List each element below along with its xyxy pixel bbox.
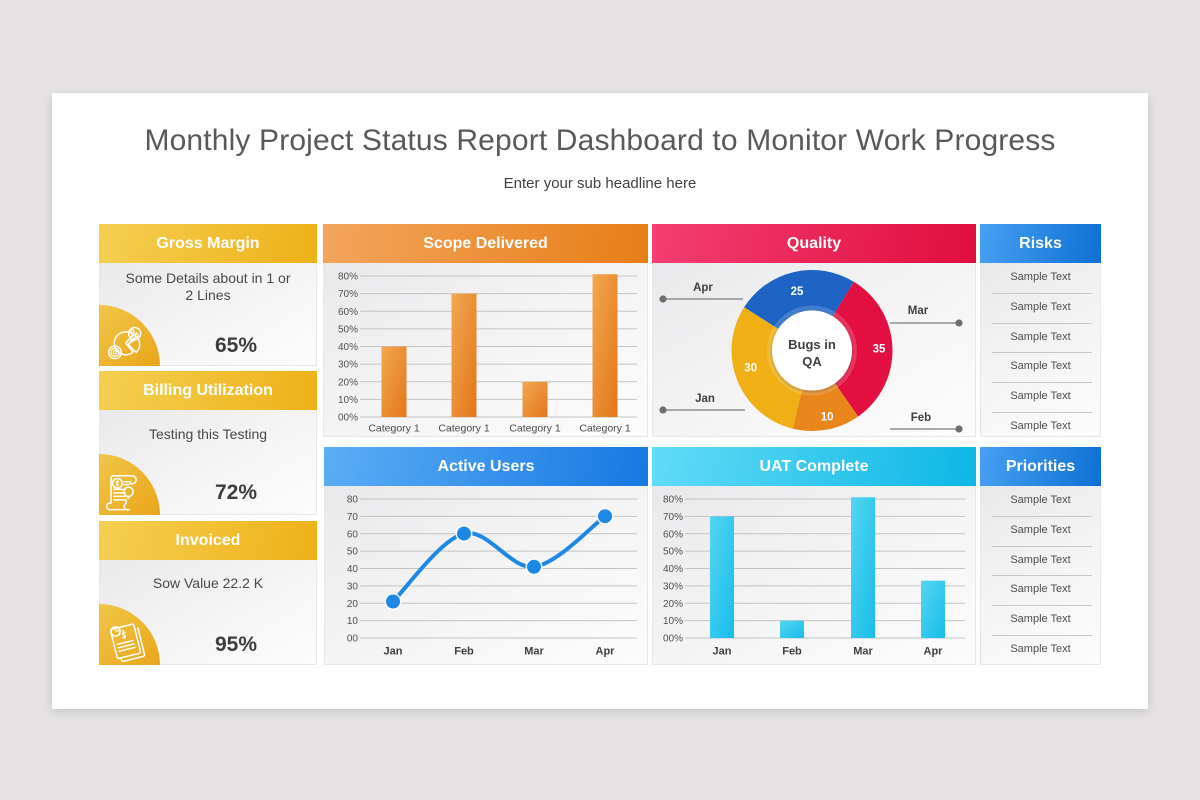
svg-text:Apr: Apr xyxy=(596,646,616,658)
svg-text:20: 20 xyxy=(347,599,359,610)
svg-text:30%: 30% xyxy=(663,581,683,592)
svg-text:00%: 00% xyxy=(338,413,358,424)
svg-text:25: 25 xyxy=(791,286,804,298)
svg-text:70: 70 xyxy=(347,512,359,523)
svg-text:Category 1: Category 1 xyxy=(509,423,561,435)
svg-text:Category 1: Category 1 xyxy=(438,423,490,435)
svg-text:30%: 30% xyxy=(338,360,358,371)
svg-text:35: 35 xyxy=(873,344,886,356)
svg-text:10: 10 xyxy=(821,411,834,423)
svg-text:00%: 00% xyxy=(663,634,683,645)
svg-text:60: 60 xyxy=(347,529,359,540)
svg-text:Feb: Feb xyxy=(911,412,931,424)
svg-text:50%: 50% xyxy=(663,547,683,558)
svg-text:70%: 70% xyxy=(663,512,683,523)
svg-text:60%: 60% xyxy=(338,307,358,318)
svg-text:10: 10 xyxy=(347,616,359,627)
svg-text:70%: 70% xyxy=(338,289,358,300)
svg-text:Category 1: Category 1 xyxy=(368,423,420,435)
svg-text:20%: 20% xyxy=(338,377,358,388)
svg-text:50%: 50% xyxy=(338,324,358,335)
svg-text:10%: 10% xyxy=(338,395,358,406)
svg-text:60%: 60% xyxy=(663,529,683,540)
svg-text:Category 1: Category 1 xyxy=(579,423,631,435)
svg-text:Feb: Feb xyxy=(782,646,802,658)
svg-text:Mar: Mar xyxy=(908,305,929,317)
svg-text:80: 80 xyxy=(347,495,359,506)
svg-text:50: 50 xyxy=(347,547,359,558)
svg-text:Jan: Jan xyxy=(695,393,715,405)
svg-text:40%: 40% xyxy=(338,342,358,353)
svg-text:Jan: Jan xyxy=(713,646,732,658)
svg-text:20%: 20% xyxy=(663,599,683,610)
svg-text:Feb: Feb xyxy=(454,646,474,658)
svg-text:30: 30 xyxy=(744,362,757,374)
svg-text:80%: 80% xyxy=(338,272,358,283)
svg-text:Jan: Jan xyxy=(384,646,403,658)
svg-text:Apr: Apr xyxy=(693,282,713,294)
svg-text:Mar: Mar xyxy=(524,646,544,658)
svg-text:00: 00 xyxy=(347,634,359,645)
svg-text:10%: 10% xyxy=(663,616,683,627)
svg-text:Mar: Mar xyxy=(853,646,873,658)
svg-text:Apr: Apr xyxy=(924,646,944,658)
svg-text:30: 30 xyxy=(347,581,359,592)
svg-text:40: 40 xyxy=(347,564,359,575)
svg-text:40%: 40% xyxy=(663,564,683,575)
svg-text:80%: 80% xyxy=(663,495,683,506)
